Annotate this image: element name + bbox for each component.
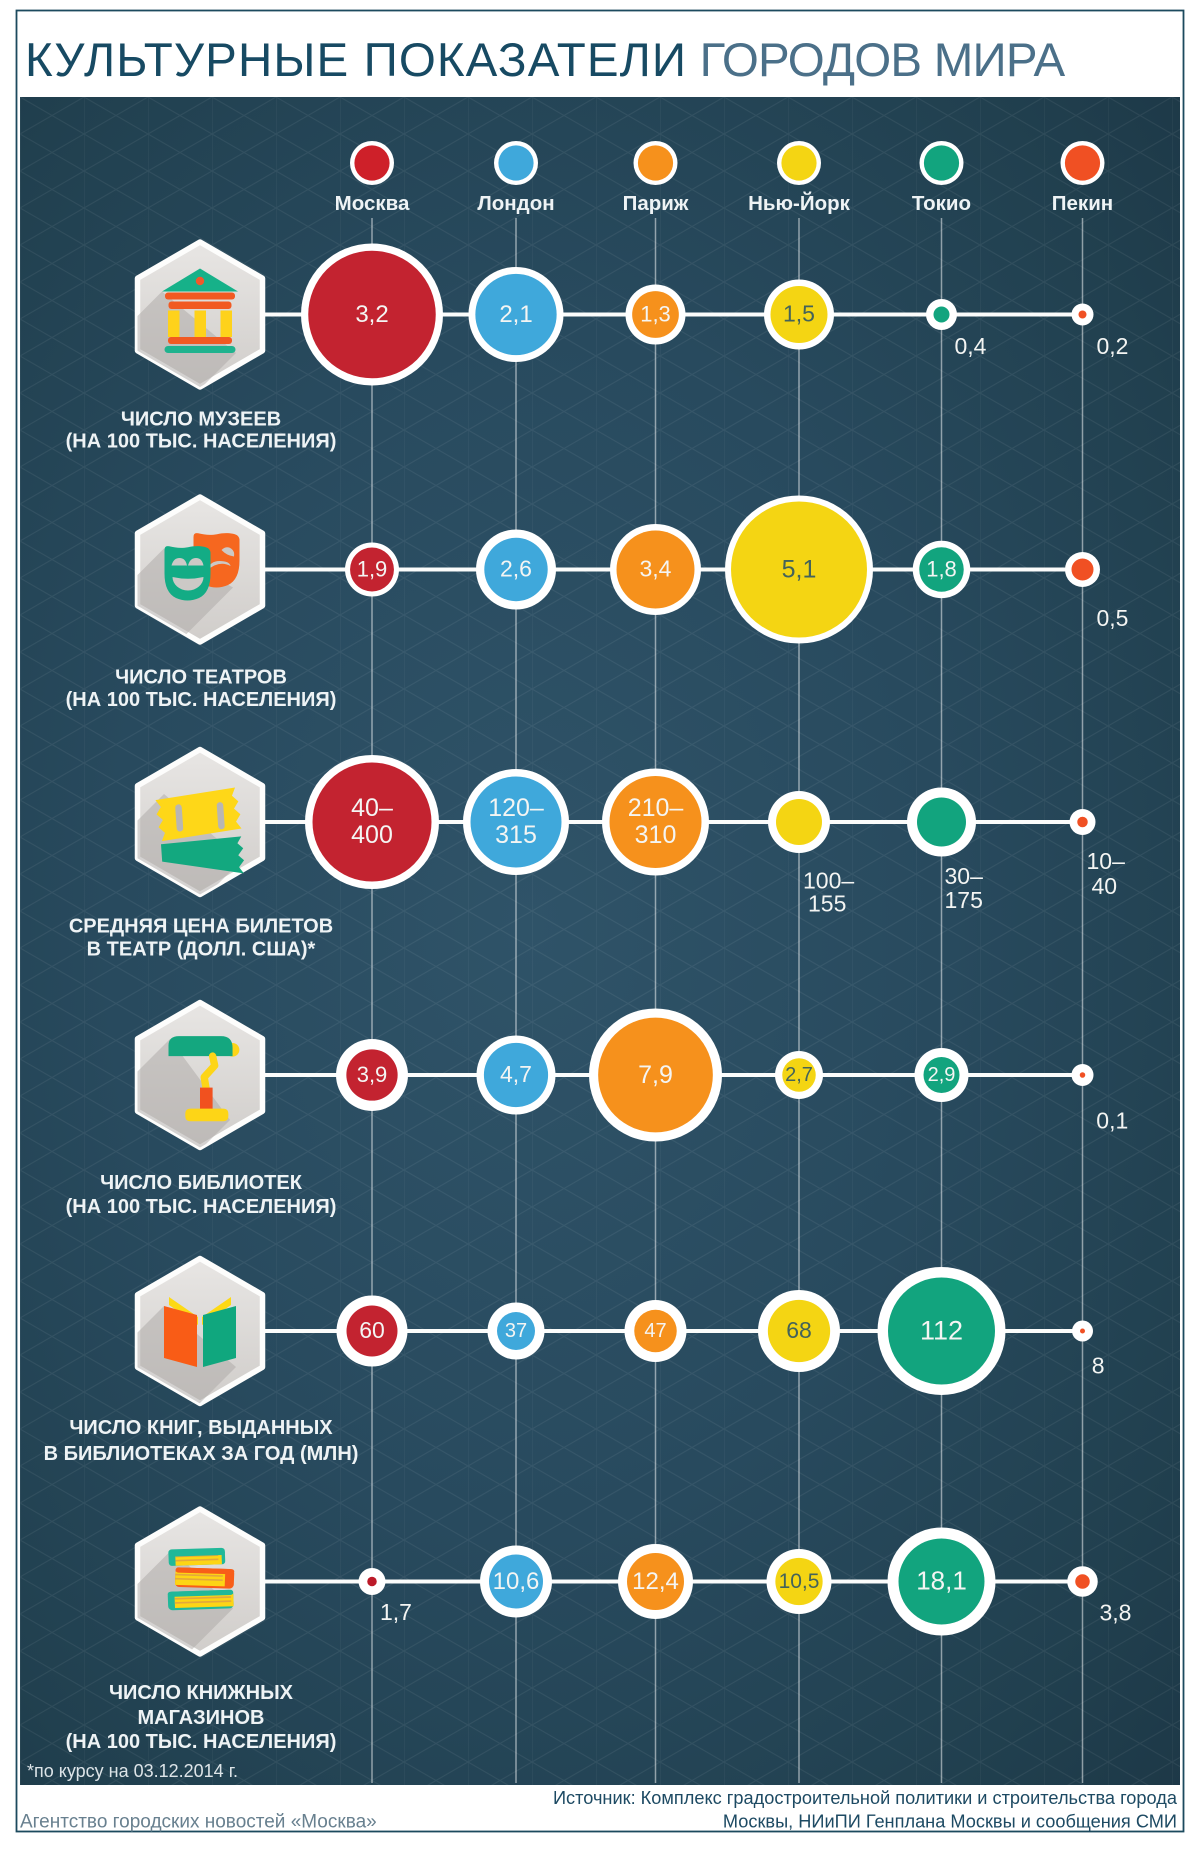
svg-text:Москва: Москва (335, 192, 410, 215)
svg-text:1,8: 1,8 (926, 556, 957, 581)
svg-text:40: 40 (1092, 873, 1118, 899)
svg-text:47: 47 (644, 1320, 666, 1342)
svg-text:Париж: Париж (623, 192, 689, 215)
svg-text:ЧИСЛО БИБЛИОТЕК: ЧИСЛО БИБЛИОТЕК (100, 1172, 303, 1194)
svg-text:Нью-Йорк: Нью-Йорк (748, 191, 851, 215)
svg-text:Пекин: Пекин (1052, 192, 1113, 215)
svg-text:8: 8 (1092, 1353, 1105, 1379)
svg-text:40–: 40– (351, 794, 393, 822)
svg-text:Источник: Комплекс градостроит: Источник: Комплекс градостроительной пол… (553, 1788, 1178, 1808)
svg-text:3,8: 3,8 (1100, 1600, 1132, 1626)
svg-text:120–: 120– (488, 794, 544, 822)
svg-text:30–: 30– (945, 863, 984, 889)
svg-text:18,1: 18,1 (916, 1566, 967, 1596)
svg-text:1,9: 1,9 (357, 556, 388, 581)
svg-text:КУЛЬТУРНЫЕ ПОКАЗАТЕЛИ ГОРОДОВ: КУЛЬТУРНЫЕ ПОКАЗАТЕЛИ ГОРОДОВ МИРА (25, 34, 1066, 87)
svg-text:1,5: 1,5 (783, 301, 815, 327)
svg-text:(НА 100 ТЫС. НАСЕЛЕНИЯ): (НА 100 ТЫС. НАСЕЛЕНИЯ) (66, 1196, 337, 1218)
svg-text:310: 310 (635, 821, 677, 849)
svg-text:100–: 100– (803, 868, 854, 894)
svg-text:7,9: 7,9 (638, 1061, 673, 1089)
svg-text:В ТЕАТР (ДОЛЛ. США)*: В ТЕАТР (ДОЛЛ. США)* (87, 939, 316, 961)
svg-text:ЧИСЛО КНИГ, ВЫДАННЫХ: ЧИСЛО КНИГ, ВЫДАННЫХ (69, 1417, 333, 1439)
svg-text:37: 37 (505, 1320, 527, 1342)
svg-text:2,9: 2,9 (928, 1064, 956, 1086)
svg-text:Токио: Токио (912, 192, 971, 215)
svg-text:ЧИСЛО ТЕАТРОВ: ЧИСЛО ТЕАТРОВ (115, 667, 287, 689)
svg-text:4,7: 4,7 (500, 1061, 532, 1087)
svg-text:2,6: 2,6 (500, 556, 532, 582)
svg-text:3,9: 3,9 (357, 1062, 388, 1087)
svg-text:МАГАЗИНОВ: МАГАЗИНОВ (138, 1707, 265, 1729)
svg-text:0,1: 0,1 (1096, 1108, 1128, 1134)
svg-text:*по курсу на 03.12.2014 г.: *по курсу на 03.12.2014 г. (27, 1761, 238, 1781)
svg-text:0,4: 0,4 (955, 333, 987, 359)
svg-text:210–: 210– (628, 794, 684, 822)
svg-text:315: 315 (495, 821, 537, 849)
svg-text:ЧИСЛО КНИЖНЫХ: ЧИСЛО КНИЖНЫХ (109, 1682, 294, 1704)
svg-text:112: 112 (920, 1315, 963, 1345)
svg-text:175: 175 (945, 887, 983, 913)
svg-text:Москвы, НИиПИ Генплана Москвы: Москвы, НИиПИ Генплана Москвы и сообщени… (723, 1812, 1177, 1832)
svg-text:1,7: 1,7 (380, 1599, 412, 1625)
svg-text:0,2: 0,2 (1097, 333, 1129, 359)
svg-text:ЧИСЛО МУЗЕЕВ: ЧИСЛО МУЗЕЕВ (121, 409, 281, 431)
svg-text:2,7: 2,7 (785, 1064, 813, 1086)
svg-text:(НА 100 ТЫС. НАСЕЛЕНИЯ): (НА 100 ТЫС. НАСЕЛЕНИЯ) (66, 689, 337, 711)
svg-text:10,6: 10,6 (493, 1568, 540, 1595)
svg-text:60: 60 (359, 1317, 385, 1343)
svg-text:СРЕДНЯЯ ЦЕНА БИЛЕТОВ: СРЕДНЯЯ ЦЕНА БИЛЕТОВ (69, 916, 333, 938)
svg-text:Агентство городских новостей «: Агентство городских новостей «Москва» (20, 1812, 377, 1833)
svg-text:400: 400 (351, 821, 393, 849)
svg-text:3,4: 3,4 (640, 556, 672, 582)
svg-text:3,2: 3,2 (355, 301, 388, 328)
svg-text:155: 155 (808, 891, 846, 917)
svg-text:В БИБЛИОТЕКАХ ЗА ГОД (МЛН): В БИБЛИОТЕКАХ ЗА ГОД (МЛН) (44, 1443, 359, 1465)
svg-text:2,1: 2,1 (499, 301, 532, 328)
svg-text:(НА 100 ТЫС. НАСЕЛЕНИЯ): (НА 100 ТЫС. НАСЕЛЕНИЯ) (66, 1731, 337, 1753)
svg-text:1,3: 1,3 (640, 301, 671, 326)
svg-text:0,5: 0,5 (1097, 605, 1129, 631)
svg-text:12,4: 12,4 (632, 1568, 679, 1595)
svg-text:10,5: 10,5 (779, 1570, 820, 1593)
svg-text:68: 68 (786, 1317, 812, 1343)
svg-text:(НА 100 ТЫС. НАСЕЛЕНИЯ): (НА 100 ТЫС. НАСЕЛЕНИЯ) (66, 431, 337, 453)
svg-text:Лондон: Лондон (477, 192, 554, 215)
svg-text:5,1: 5,1 (782, 555, 817, 583)
svg-text:10–: 10– (1087, 848, 1126, 874)
